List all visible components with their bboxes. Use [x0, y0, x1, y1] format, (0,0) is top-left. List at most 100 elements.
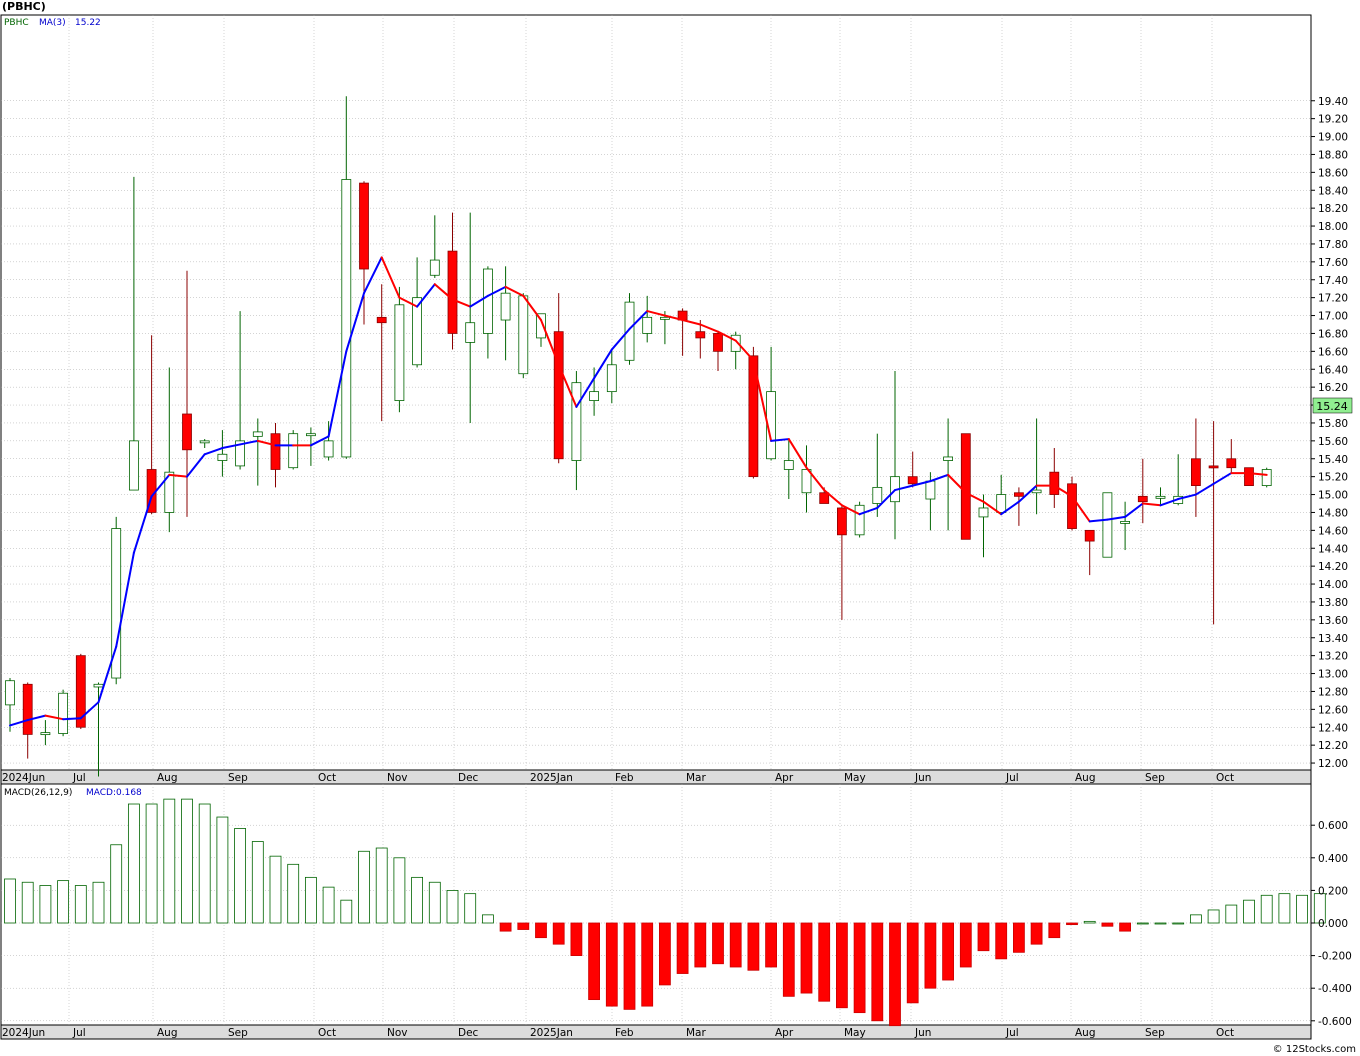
macd-bar: [659, 922, 671, 986]
candle: [801, 445, 812, 513]
macd-bar: [1260, 894, 1273, 924]
ma-segment: [663, 314, 684, 322]
ma-segment: [1106, 515, 1127, 521]
candle-body: [182, 413, 192, 451]
candle-body: [1084, 529, 1095, 542]
macd-y-ticks: -0.600 -0.400 -0.200 0.000 0.200 0.400 0.600: [1311, 820, 1352, 1028]
candle-body: [1208, 465, 1219, 469]
candle: [978, 494, 989, 558]
macd-bar: [163, 798, 176, 924]
macd-bar: [747, 922, 760, 971]
price-tick-label: 15.60: [1318, 436, 1348, 448]
candle-body: [128, 440, 139, 491]
candle-body: [252, 431, 263, 437]
ma-segment: [911, 480, 932, 487]
macd-bar: [234, 828, 247, 924]
candle: [412, 257, 423, 368]
macd-bar: [1243, 899, 1255, 924]
candle: [996, 474, 1007, 513]
candle-body: [447, 250, 458, 334]
candle: [447, 212, 458, 350]
price-tick-label: 14.00: [1318, 579, 1348, 591]
price-tick-label: 18.40: [1318, 185, 1348, 197]
ma-segment: [345, 292, 365, 353]
candle: [1208, 421, 1219, 625]
price-tick-label: 18.80: [1318, 149, 1348, 161]
candle-body: [75, 655, 86, 728]
macd-bar: [641, 922, 654, 1007]
candle: [482, 266, 493, 359]
macd-bar: [729, 922, 742, 968]
ma-segment: [416, 283, 436, 308]
candle: [907, 451, 918, 488]
macd-bar: [605, 922, 618, 1007]
candle: [376, 284, 387, 422]
candle: [500, 266, 511, 361]
ma-segment: [132, 495, 153, 554]
macd-bar: [216, 816, 229, 924]
candle-body: [943, 456, 953, 461]
candle-body: [978, 507, 989, 518]
macd-x-label: Aug: [1075, 1027, 1096, 1039]
ma-segment: [947, 473, 967, 494]
macd-tick-label: 0.600: [1318, 820, 1348, 832]
macd-tick-label: -0.200: [1318, 951, 1352, 963]
candle: [111, 516, 122, 685]
chart-title: (PBHC): [2, 0, 46, 13]
legend-symbol: PBHC: [4, 18, 29, 28]
ma-segment: [876, 489, 896, 509]
macd-bar: [836, 922, 848, 1009]
macd-bar: [995, 922, 1008, 960]
macd-bar: [499, 922, 512, 932]
candle-body: [111, 528, 122, 679]
candle-body: [235, 440, 246, 467]
price-grid: [1, 15, 1311, 770]
ma-segment: [433, 283, 454, 301]
price-tick-label: 15.40: [1318, 454, 1348, 466]
last-price-label: 15.24: [1312, 397, 1353, 414]
macd-x-label: Jul: [72, 1027, 86, 1039]
price-x-label: Apr: [775, 772, 794, 784]
candle-body: [359, 182, 369, 270]
macd-bar: [1136, 922, 1149, 925]
candle: [837, 505, 847, 620]
price-tick-label: 16.20: [1318, 382, 1348, 394]
macd-bar: [1172, 922, 1185, 925]
candle-body: [536, 313, 546, 339]
ma-segment: [717, 330, 737, 342]
macd-bar: [517, 922, 530, 930]
candle: [199, 439, 210, 449]
macd-bar: [1066, 922, 1078, 926]
macd-bar: [411, 876, 424, 924]
candle-body: [5, 680, 15, 706]
macd-bar: [977, 922, 990, 952]
macd-bar: [676, 922, 689, 974]
macd-bar: [198, 803, 211, 924]
price-tick-label: 13.60: [1318, 615, 1348, 627]
ma-segment: [451, 298, 472, 308]
candle-body: [713, 333, 723, 352]
ma-segment: [239, 439, 259, 446]
price-legend: PBHC MA(3) 15.22: [4, 18, 101, 28]
candle-body: [93, 683, 104, 688]
price-x-label: 2025Jan: [530, 772, 573, 784]
candle-body: [1049, 471, 1060, 495]
price-x-label: May: [844, 772, 866, 784]
legend-ma-label: MA(3): [39, 18, 66, 28]
macd-x-label: Sep: [1145, 1027, 1165, 1039]
price-tick-label: 16.60: [1318, 346, 1348, 358]
candle-body: [1120, 521, 1130, 524]
candle: [872, 433, 883, 517]
macd-bar: [1207, 909, 1220, 924]
candle-body: [766, 391, 776, 460]
candle-body: [199, 440, 210, 444]
macd-bar: [375, 847, 388, 924]
macd-bar: [1225, 904, 1238, 924]
ma-segment: [681, 319, 702, 326]
ma-segment: [486, 285, 507, 297]
ma-segment: [858, 506, 879, 516]
legend-ma-value: 15.22: [75, 18, 101, 28]
ma-segment: [628, 310, 649, 330]
macd-bar: [552, 922, 565, 945]
candle: [40, 720, 51, 746]
